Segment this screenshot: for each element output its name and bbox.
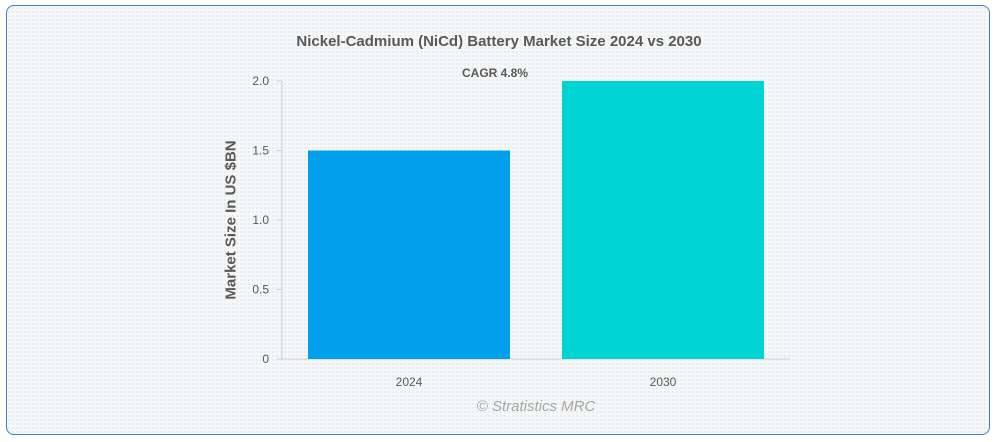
x-tick-label: 2024 bbox=[396, 375, 423, 389]
y-tick-label: 2.0 bbox=[252, 74, 269, 88]
cagr-annotation: CAGR 4.8% bbox=[462, 66, 529, 80]
y-tick-label: 1.5 bbox=[252, 144, 269, 158]
watermark: © Stratistics MRC bbox=[476, 398, 596, 415]
bar-2024 bbox=[308, 150, 510, 359]
y-tick-label: 0.5 bbox=[252, 283, 269, 297]
y-tick-label: 1.0 bbox=[252, 213, 269, 227]
chart-title: Nickel-Cadmium (NiCd) Battery Market Siz… bbox=[296, 33, 702, 50]
bar-2030 bbox=[562, 81, 764, 359]
x-tick-label: 2030 bbox=[650, 375, 677, 389]
y-tick-label: 0 bbox=[262, 352, 269, 366]
